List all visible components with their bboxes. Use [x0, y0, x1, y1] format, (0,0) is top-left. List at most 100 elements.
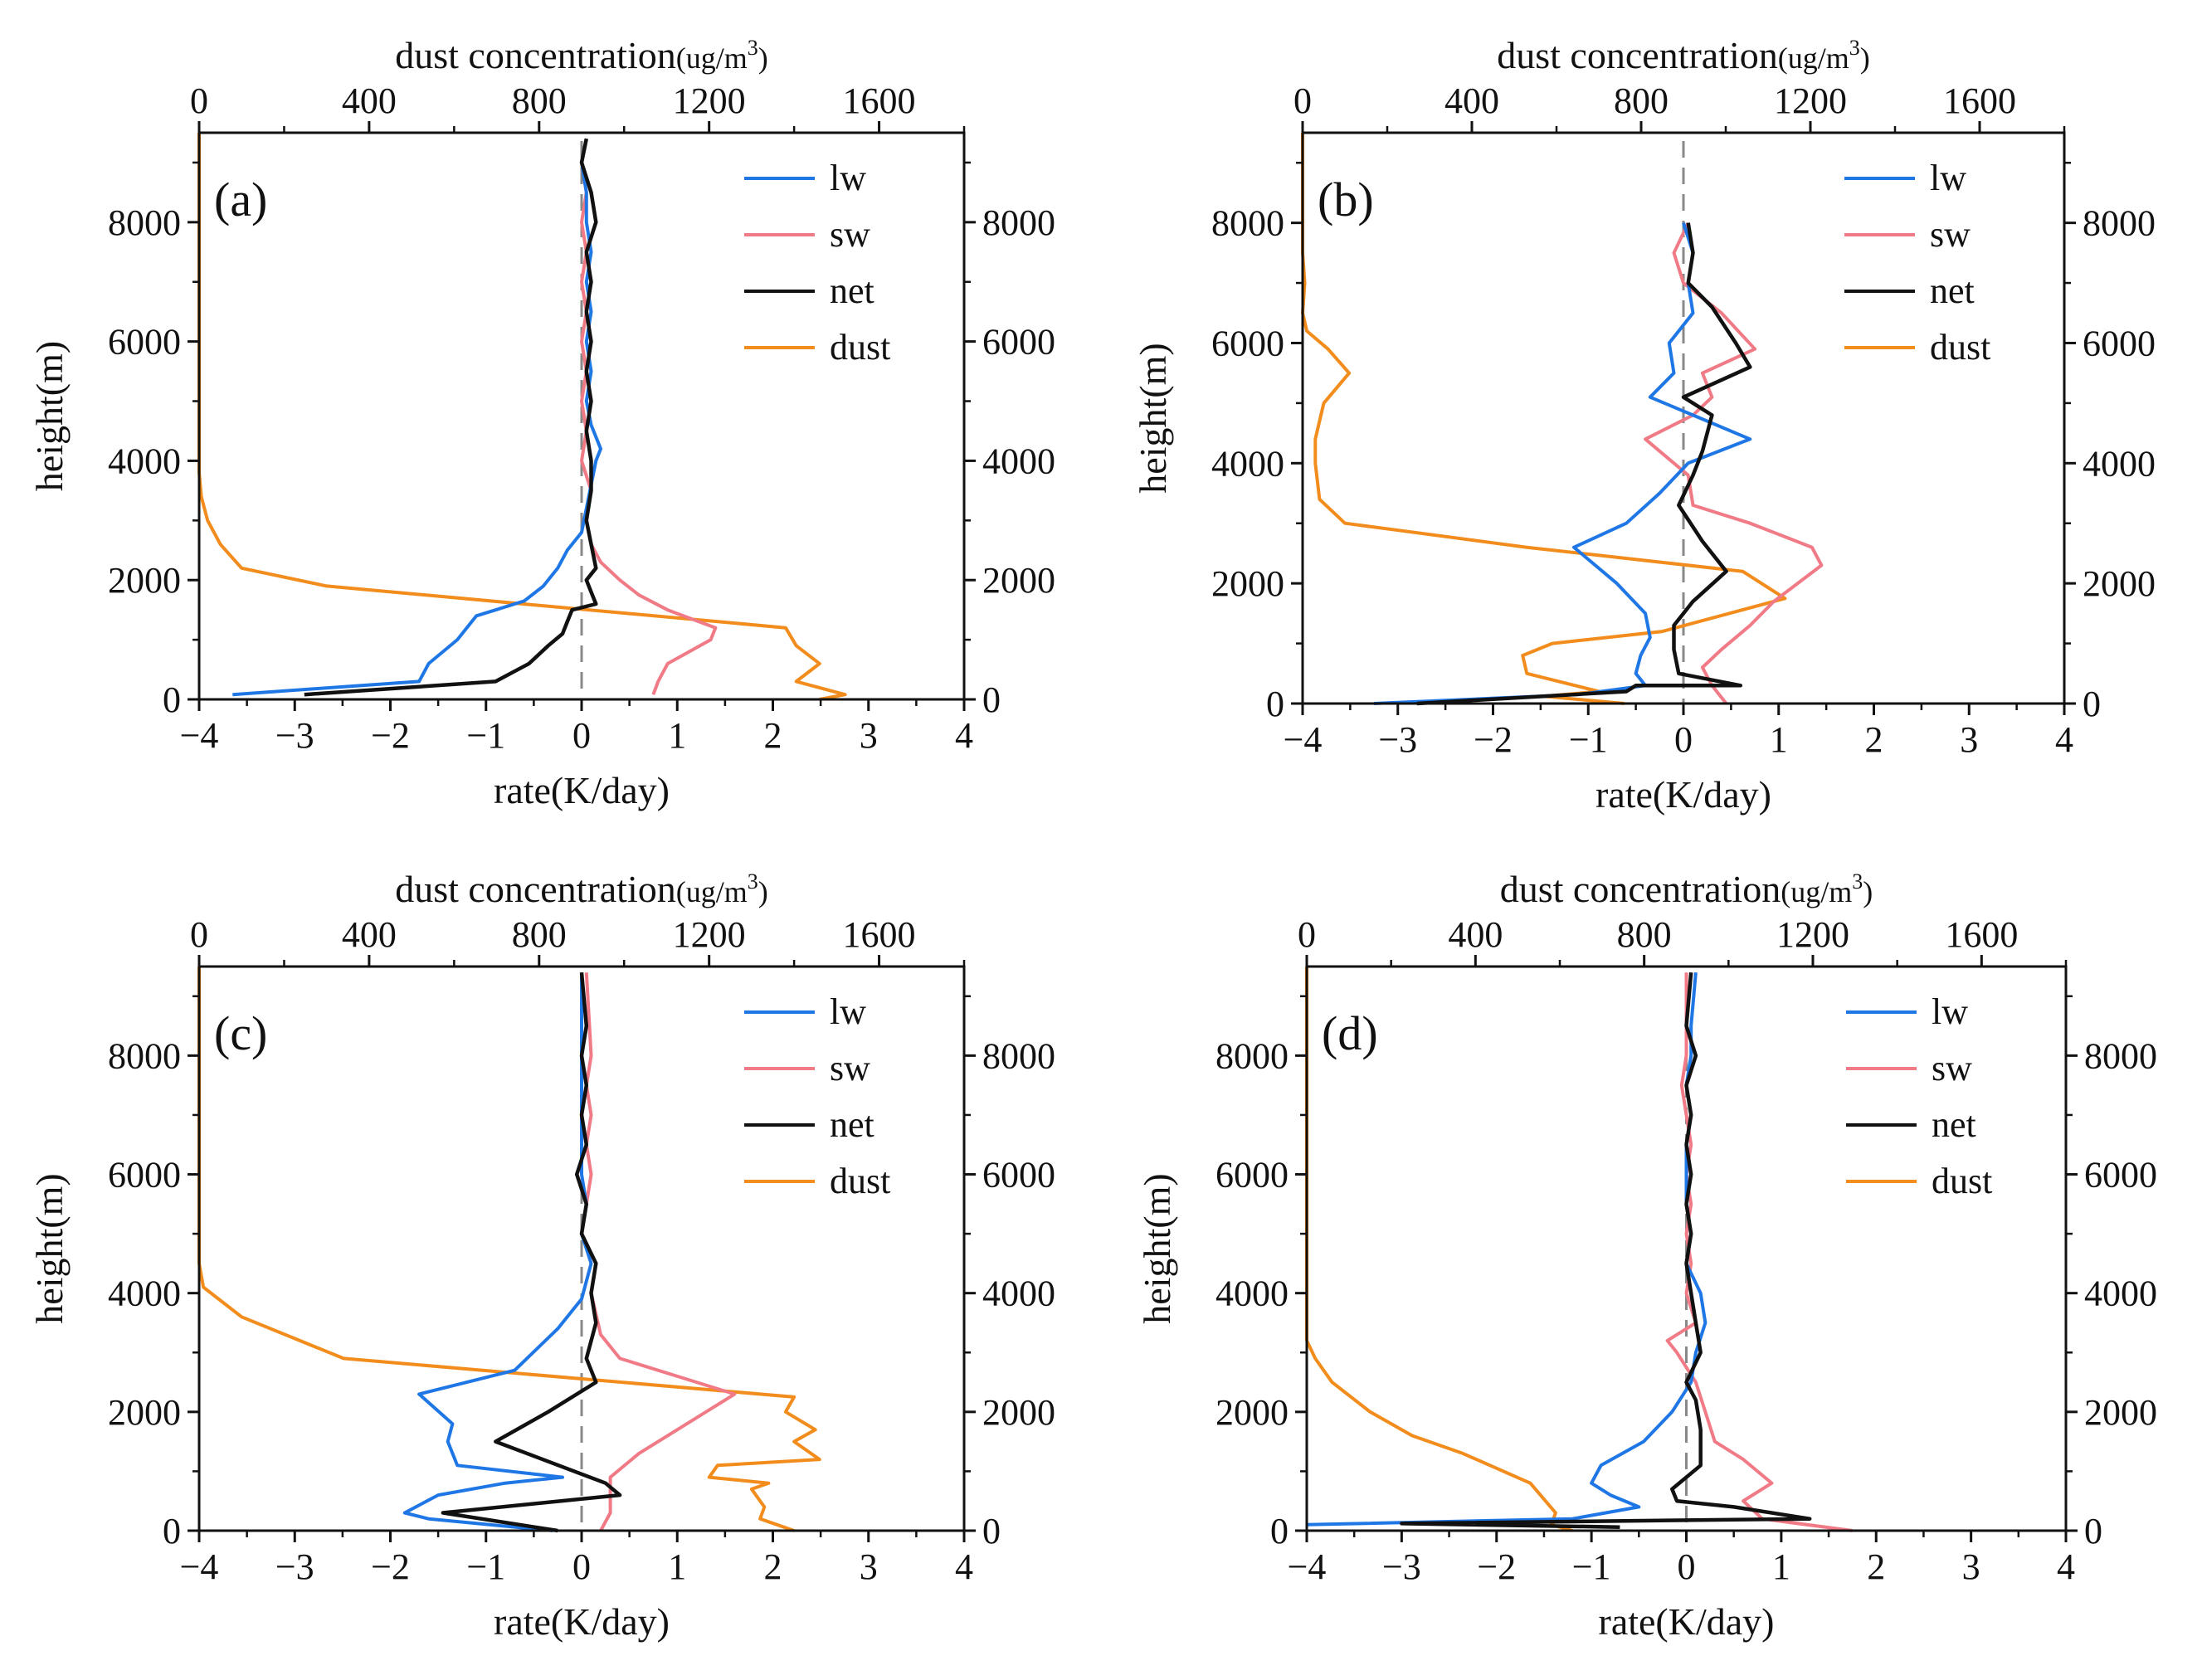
panel-label: (b)	[1318, 173, 1374, 226]
y-tick-label: 8000	[1211, 203, 1284, 244]
y-tick-label: 8000	[108, 202, 181, 243]
x2-tick-label: 0	[190, 80, 208, 121]
x2-title-text: dust concentration	[395, 868, 676, 910]
x2-tick-label: 1600	[1943, 80, 2016, 121]
x2-tick-label: 1200	[673, 914, 746, 955]
x2-title-unit-sup: 3	[748, 869, 758, 894]
y2-tick-label: 6000	[982, 322, 1055, 363]
x-tick-label: 2	[764, 1546, 782, 1587]
series-sw-line	[1644, 222, 1824, 705]
x-tick-label: 1	[668, 1546, 686, 1587]
panel-label: (c)	[214, 1006, 267, 1060]
series-net-line	[1400, 972, 1812, 1529]
y-tick-label: 2000	[1211, 563, 1284, 604]
y-axis-title: height(m)	[1136, 1173, 1178, 1323]
x-tick-label: 4	[2057, 1546, 2075, 1587]
x-tick-label: −2	[1474, 719, 1513, 760]
y-axis-title: height(m)	[1132, 343, 1174, 493]
x-axis-title: rate(K/day)	[494, 1600, 670, 1643]
legend-label-lw: lw	[1930, 158, 1966, 198]
x2-title-text: dust concentration	[1497, 34, 1778, 76]
x-tick-label: 0	[572, 1546, 591, 1587]
x2-tick-label: 400	[1448, 914, 1503, 955]
x-axis-title: rate(K/day)	[1599, 1600, 1775, 1643]
x2-title-unit-close: )	[1863, 875, 1873, 908]
y2-tick-label: 8000	[2083, 203, 2156, 244]
x-tick-label: −1	[1569, 719, 1608, 760]
legend-label-sw: sw	[1932, 1048, 1972, 1088]
legend-label-dust: dust	[830, 327, 890, 368]
x2-tick-label: 1200	[673, 80, 746, 121]
x-tick-label: −2	[371, 715, 410, 756]
x-tick-label: −4	[1288, 1546, 1327, 1587]
y-tick-label: 0	[1266, 684, 1284, 724]
y2-tick-label: 2000	[982, 1392, 1055, 1433]
x-tick-label: −4	[1284, 719, 1323, 760]
x-tick-label: −1	[1572, 1546, 1611, 1587]
x2-tick-label: 0	[190, 914, 208, 955]
series-dust-line	[197, 133, 847, 701]
x2-tick-label: 400	[342, 914, 397, 955]
legend-label-dust: dust	[1930, 327, 1990, 368]
x2-tick-label: 400	[1444, 80, 1499, 121]
x2-title-unit-close: )	[758, 41, 768, 75]
x2-axis-title: dust concentration(ug/m3)	[395, 868, 768, 910]
x-tick-label: −3	[1378, 719, 1417, 760]
x2-tick-label: 400	[342, 80, 397, 121]
y-tick-label: 2000	[1215, 1392, 1289, 1433]
x-tick-label: 0	[1678, 1546, 1696, 1587]
x-tick-label: −2	[371, 1546, 410, 1587]
y-tick-label: 6000	[1211, 323, 1284, 363]
x2-tick-label: 800	[512, 80, 567, 121]
y2-tick-label: 2000	[982, 560, 1055, 601]
x2-title-unit-close: )	[1860, 41, 1870, 75]
series-lw-line	[1374, 222, 1752, 705]
series-net-line	[441, 971, 622, 1533]
x-tick-label: 1	[1770, 719, 1788, 760]
legend: lw sw net dust	[744, 158, 890, 368]
x2-title-unit: (ug/m	[676, 875, 748, 908]
y2-tick-label: 6000	[2083, 323, 2156, 363]
x2-tick-label: 1600	[843, 914, 916, 955]
x2-axis-title: dust concentration(ug/m3)	[395, 34, 768, 76]
y2-tick-label: 0	[2083, 684, 2101, 724]
x2-title-unit: (ug/m	[1778, 41, 1849, 75]
x-tick-label: 3	[860, 1546, 878, 1587]
y2-tick-label: 4000	[982, 441, 1055, 481]
legend: lw sw net dust	[1846, 991, 1992, 1201]
x2-title-unit: (ug/m	[1781, 875, 1852, 908]
legend: lw sw net dust	[1844, 158, 1990, 368]
x-tick-label: 0	[1674, 719, 1693, 760]
y-tick-label: 2000	[108, 560, 181, 601]
y-axis-title: height(m)	[28, 341, 71, 491]
legend-label-lw: lw	[830, 991, 866, 1032]
x-tick-label: −1	[466, 715, 505, 756]
legend-label-net: net	[1930, 270, 1975, 311]
y-axis-title: height(m)	[28, 1173, 71, 1323]
x-tick-label: 2	[764, 715, 782, 756]
series-sw-line	[580, 972, 737, 1531]
x-tick-label: 3	[1962, 1546, 1980, 1587]
y2-tick-label: 0	[2084, 1511, 2102, 1551]
legend: lw sw net dust	[744, 991, 890, 1201]
y2-tick-label: 8000	[982, 202, 1055, 243]
legend-label-net: net	[830, 270, 874, 311]
series-group	[197, 133, 847, 701]
y2-tick-label: 8000	[982, 1035, 1055, 1076]
y2-tick-label: 6000	[982, 1155, 1055, 1195]
x-tick-label: 4	[955, 715, 973, 756]
y-tick-label: 0	[163, 679, 181, 720]
y-tick-label: 8000	[108, 1035, 181, 1076]
x-tick-label: 1	[1772, 1546, 1790, 1587]
x2-title-text: dust concentration	[1500, 868, 1781, 910]
series-lw-line	[402, 972, 593, 1532]
x-tick-label: 2	[1865, 719, 1883, 760]
x2-axis-title: dust concentration(ug/m3)	[1497, 34, 1870, 76]
x-tick-label: 2	[1867, 1546, 1885, 1587]
y-tick-label: 2000	[108, 1392, 181, 1433]
x-tick-label: 3	[860, 715, 878, 756]
x-tick-label: −2	[1477, 1546, 1516, 1587]
x-tick-label: 4	[2055, 719, 2073, 760]
